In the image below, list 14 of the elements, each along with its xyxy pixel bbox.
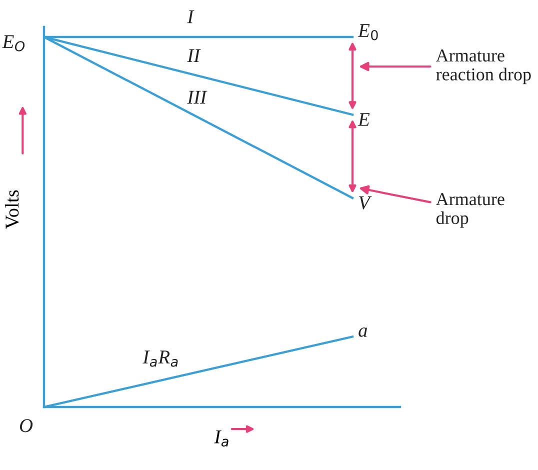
annotation: E$_{0}$ xyxy=(358,24,378,40)
annotation: E xyxy=(358,113,370,126)
annotation: a xyxy=(358,328,368,337)
series-label: III xyxy=(187,90,208,104)
annotation: Armature drop xyxy=(436,193,504,228)
y-axis-title: Volts xyxy=(5,190,19,229)
annotation: V xyxy=(359,196,372,210)
series-label: I xyxy=(187,10,194,24)
series-label: I$_{a}$R$_{a}$ xyxy=(142,350,178,367)
annotation: Armature reaction drop xyxy=(436,50,531,84)
annotation: E$_{O}$ xyxy=(2,35,25,52)
series-label: II xyxy=(187,49,201,62)
x-axis-title: I$_{a}$ xyxy=(214,430,228,447)
text: O xyxy=(20,419,33,432)
